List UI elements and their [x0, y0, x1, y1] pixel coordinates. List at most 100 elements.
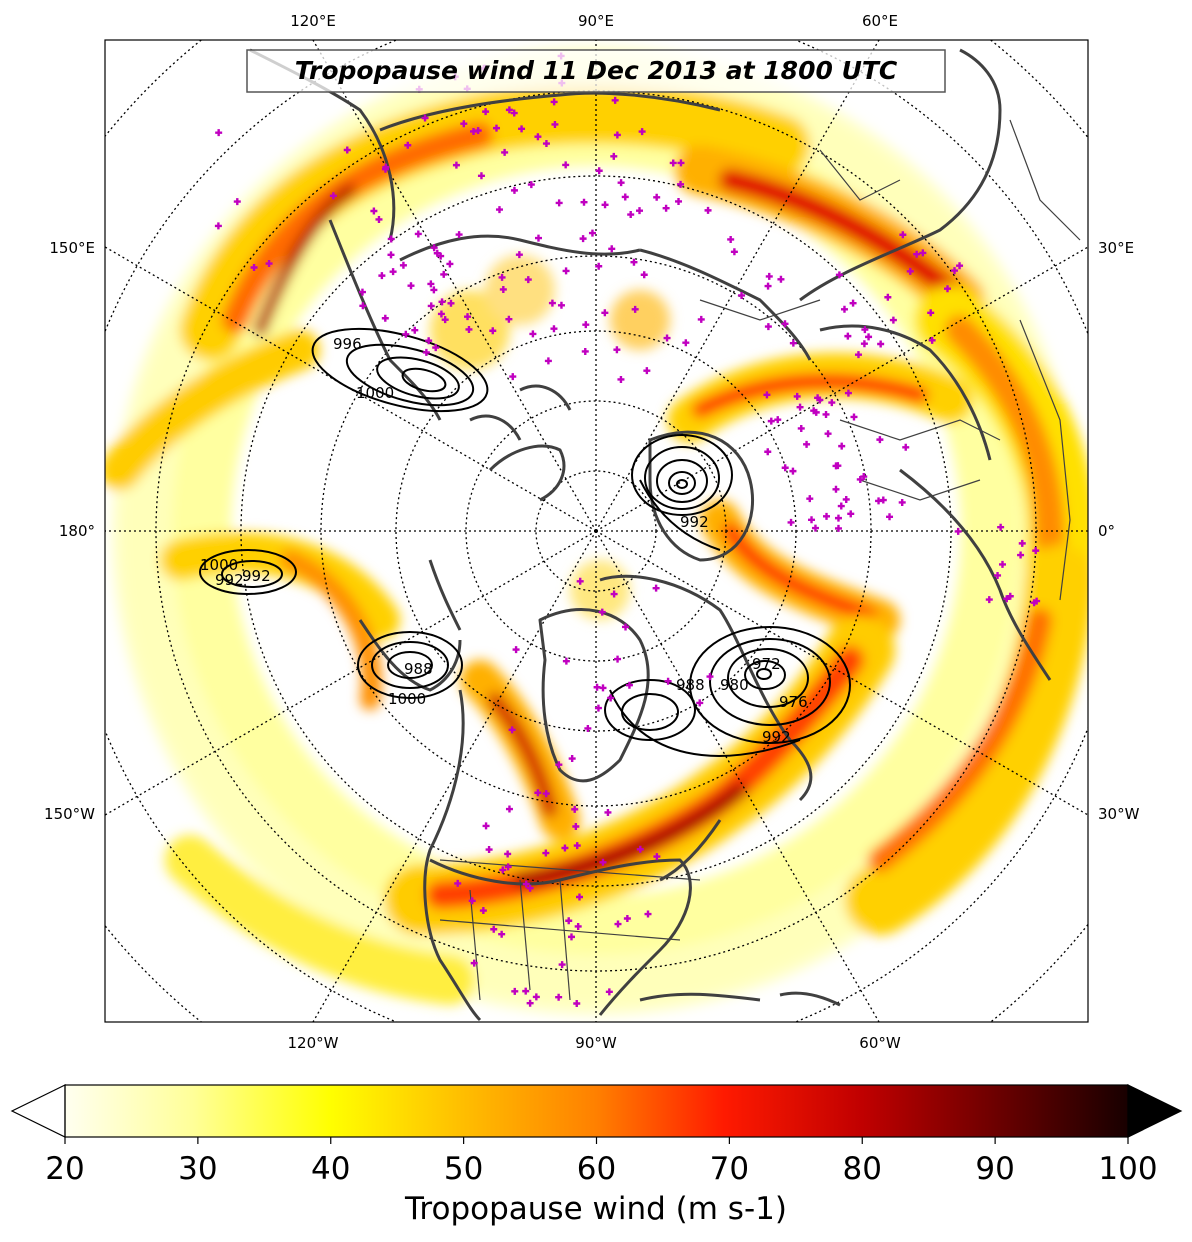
observation-marker	[796, 403, 804, 411]
observation-marker	[850, 413, 858, 421]
observation-marker	[551, 120, 559, 128]
observation-marker	[522, 880, 530, 888]
observation-marker	[529, 330, 537, 338]
observation-marker	[1030, 599, 1038, 607]
observation-marker	[593, 683, 601, 691]
observation-marker	[404, 141, 412, 149]
observation-marker	[601, 201, 609, 209]
observation-marker	[811, 524, 819, 532]
colorbar-ticks: 20 30 40 50 60 70 80 90 100	[45, 1137, 1158, 1187]
observation-marker	[465, 325, 473, 333]
observation-marker	[636, 207, 644, 215]
observation-marker	[617, 179, 625, 187]
observation-marker	[387, 251, 395, 259]
observation-marker	[669, 159, 677, 167]
observation-marker	[812, 408, 820, 416]
observation-marker	[505, 805, 513, 813]
observation-marker	[526, 999, 534, 1007]
observation-marker	[599, 858, 607, 866]
observation-marker	[504, 850, 512, 858]
observation-marker	[534, 133, 542, 141]
observation-marker	[565, 917, 573, 925]
observation-marker	[562, 267, 570, 275]
observation-marker	[572, 823, 580, 831]
observation-marker	[492, 124, 500, 132]
observation-marker	[567, 933, 575, 941]
observation-marker	[402, 330, 410, 338]
observation-marker	[614, 920, 622, 928]
observation-marker	[490, 925, 498, 933]
observation-marker	[803, 440, 811, 448]
observation-marker	[610, 590, 618, 598]
contour-label: 996	[333, 335, 362, 353]
observation-marker	[499, 285, 507, 293]
observation-marker	[515, 251, 523, 259]
colorbar-tick-label: 30	[178, 1151, 217, 1187]
observation-marker	[899, 231, 907, 239]
map-panel: 996 1000 992 1000 992 988 1000 992 988 9…	[105, 40, 1088, 1022]
observation-marker	[550, 98, 558, 106]
map-title: Tropopause wind 11 Dec 2013 at 1800 UTC	[295, 56, 898, 85]
observation-marker	[509, 373, 517, 381]
observation-marker	[495, 206, 503, 214]
observation-marker	[498, 273, 506, 281]
observation-marker	[954, 527, 962, 535]
observation-marker	[534, 234, 542, 242]
observation-marker	[928, 336, 936, 344]
observation-marker	[505, 106, 513, 114]
colorbar-extend-high	[1127, 1084, 1183, 1138]
observation-marker	[505, 315, 513, 323]
coastlines	[249, 48, 1052, 1022]
observation-marker	[614, 655, 622, 663]
observation-marker	[842, 495, 850, 503]
observation-marker	[730, 248, 738, 256]
observation-marker	[653, 853, 661, 861]
observation-marker	[677, 180, 685, 188]
observation-marker	[835, 271, 843, 279]
observation-marker	[608, 245, 616, 253]
observation-marker	[479, 907, 487, 915]
lon-label-bottom: 90°W	[575, 1034, 617, 1052]
observation-marker	[399, 261, 407, 269]
observation-marker	[898, 498, 906, 506]
observation-marker	[464, 313, 472, 321]
colorbar-tick-label: 60	[577, 1151, 616, 1187]
colorbar-gradient	[65, 1085, 1128, 1137]
observation-marker	[822, 410, 830, 418]
contour-label: 992	[215, 571, 244, 589]
lon-label-left: 150°W	[44, 805, 95, 823]
observation-marker	[501, 148, 509, 156]
observation-marker	[555, 993, 563, 1001]
observation-marker	[485, 846, 493, 854]
observation-marker	[422, 348, 430, 356]
observation-marker	[621, 193, 629, 201]
observation-marker	[599, 684, 607, 692]
observation-marker	[643, 367, 651, 375]
observation-marker	[605, 988, 613, 996]
observation-marker	[832, 462, 840, 470]
observation-marker	[837, 502, 845, 510]
observation-marker	[441, 316, 449, 324]
observation-marker	[510, 109, 518, 117]
observation-marker	[653, 193, 661, 201]
lon-label-top: 120°E	[290, 12, 336, 30]
observation-marker	[440, 270, 448, 278]
observation-marker	[611, 96, 619, 104]
observation-marker	[663, 334, 671, 342]
observation-marker	[489, 327, 497, 335]
observation-marker	[595, 167, 603, 175]
observation-marker	[816, 396, 824, 404]
lon-label-right: 0°	[1098, 522, 1115, 540]
observation-marker	[636, 845, 644, 853]
observation-marker	[697, 315, 705, 323]
observation-marker	[919, 249, 927, 257]
observation-marker	[430, 286, 438, 294]
observation-marker	[557, 301, 565, 309]
observation-marker	[454, 879, 462, 887]
observation-marker	[522, 987, 530, 995]
observation-marker	[664, 677, 672, 685]
colorbar-extend-low	[10, 1084, 66, 1138]
observation-marker	[844, 389, 852, 397]
observation-marker	[764, 323, 772, 331]
observation-marker	[913, 250, 921, 258]
